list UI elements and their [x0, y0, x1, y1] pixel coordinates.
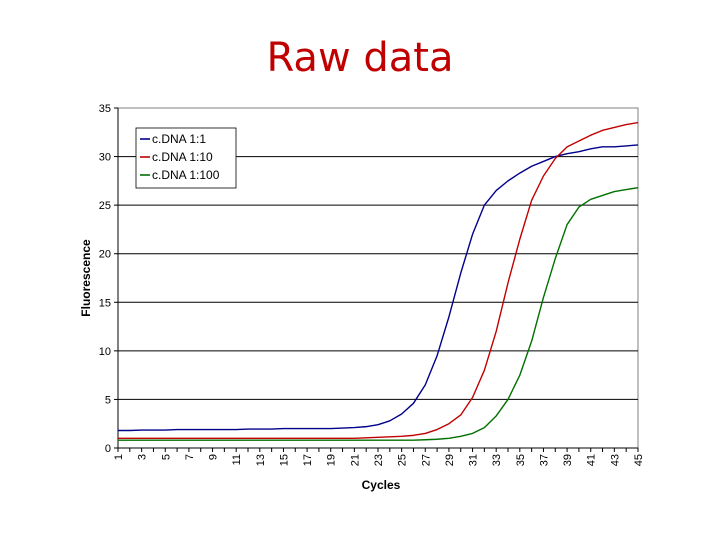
legend-label: c.DNA 1:100	[152, 168, 220, 182]
x-tick-label: 25	[397, 454, 409, 466]
y-tick-label: 5	[105, 394, 111, 406]
x-tick-label: 19	[326, 454, 338, 466]
series-lines	[118, 121, 639, 441]
legend-box	[135, 127, 237, 189]
x-tick-label: 15	[278, 454, 290, 466]
legend-label: c.DNA 1:1	[152, 132, 206, 146]
x-tick-label: 9	[208, 454, 220, 460]
y-axis-title: Fluorescence	[79, 239, 93, 317]
x-tick-label: 33	[491, 454, 503, 466]
y-tick-label: 15	[99, 297, 111, 309]
x-tick-label: 1	[113, 454, 125, 460]
x-tick-label: 27	[420, 454, 432, 466]
x-tick-label: 39	[562, 454, 574, 466]
x-tick-label: 23	[373, 454, 385, 466]
x-tick-label: 31	[468, 454, 480, 466]
series-line-2	[118, 121, 639, 439]
x-tick-label: 43	[609, 454, 621, 466]
y-tick-label: 10	[99, 346, 111, 358]
series-line-3	[118, 186, 639, 441]
y-tick-label: 20	[99, 249, 111, 261]
y-tick-label: 0	[105, 443, 111, 455]
series-line-1	[118, 144, 639, 432]
x-tick-label: 11	[231, 454, 243, 465]
x-tick-label: 7	[184, 454, 196, 460]
x-tick-label: 5	[160, 454, 172, 460]
y-tick-label: 35	[99, 103, 111, 115]
legend-label: c.DNA 1:10	[152, 150, 213, 164]
x-tick-label: 17	[302, 454, 314, 466]
x-tick-label: 37	[538, 454, 550, 466]
x-tick-label: 21	[349, 454, 361, 466]
x-tick-label: 13	[255, 454, 267, 466]
y-tick-label: 30	[99, 152, 111, 164]
x-tick-label: 41	[586, 454, 598, 466]
x-axis-title: Cycles	[362, 478, 401, 492]
legend: c.DNA 1:1 c.DNA 1:10 c.DNA 1:100	[135, 127, 237, 189]
x-tick-label: 3	[137, 454, 149, 460]
slide-title: Raw data	[266, 35, 454, 81]
y-tick-label: 25	[99, 200, 111, 212]
x-tick-label: 35	[515, 454, 527, 466]
x-tick-label: 45	[633, 454, 645, 466]
x-tick-label: 29	[444, 454, 456, 466]
